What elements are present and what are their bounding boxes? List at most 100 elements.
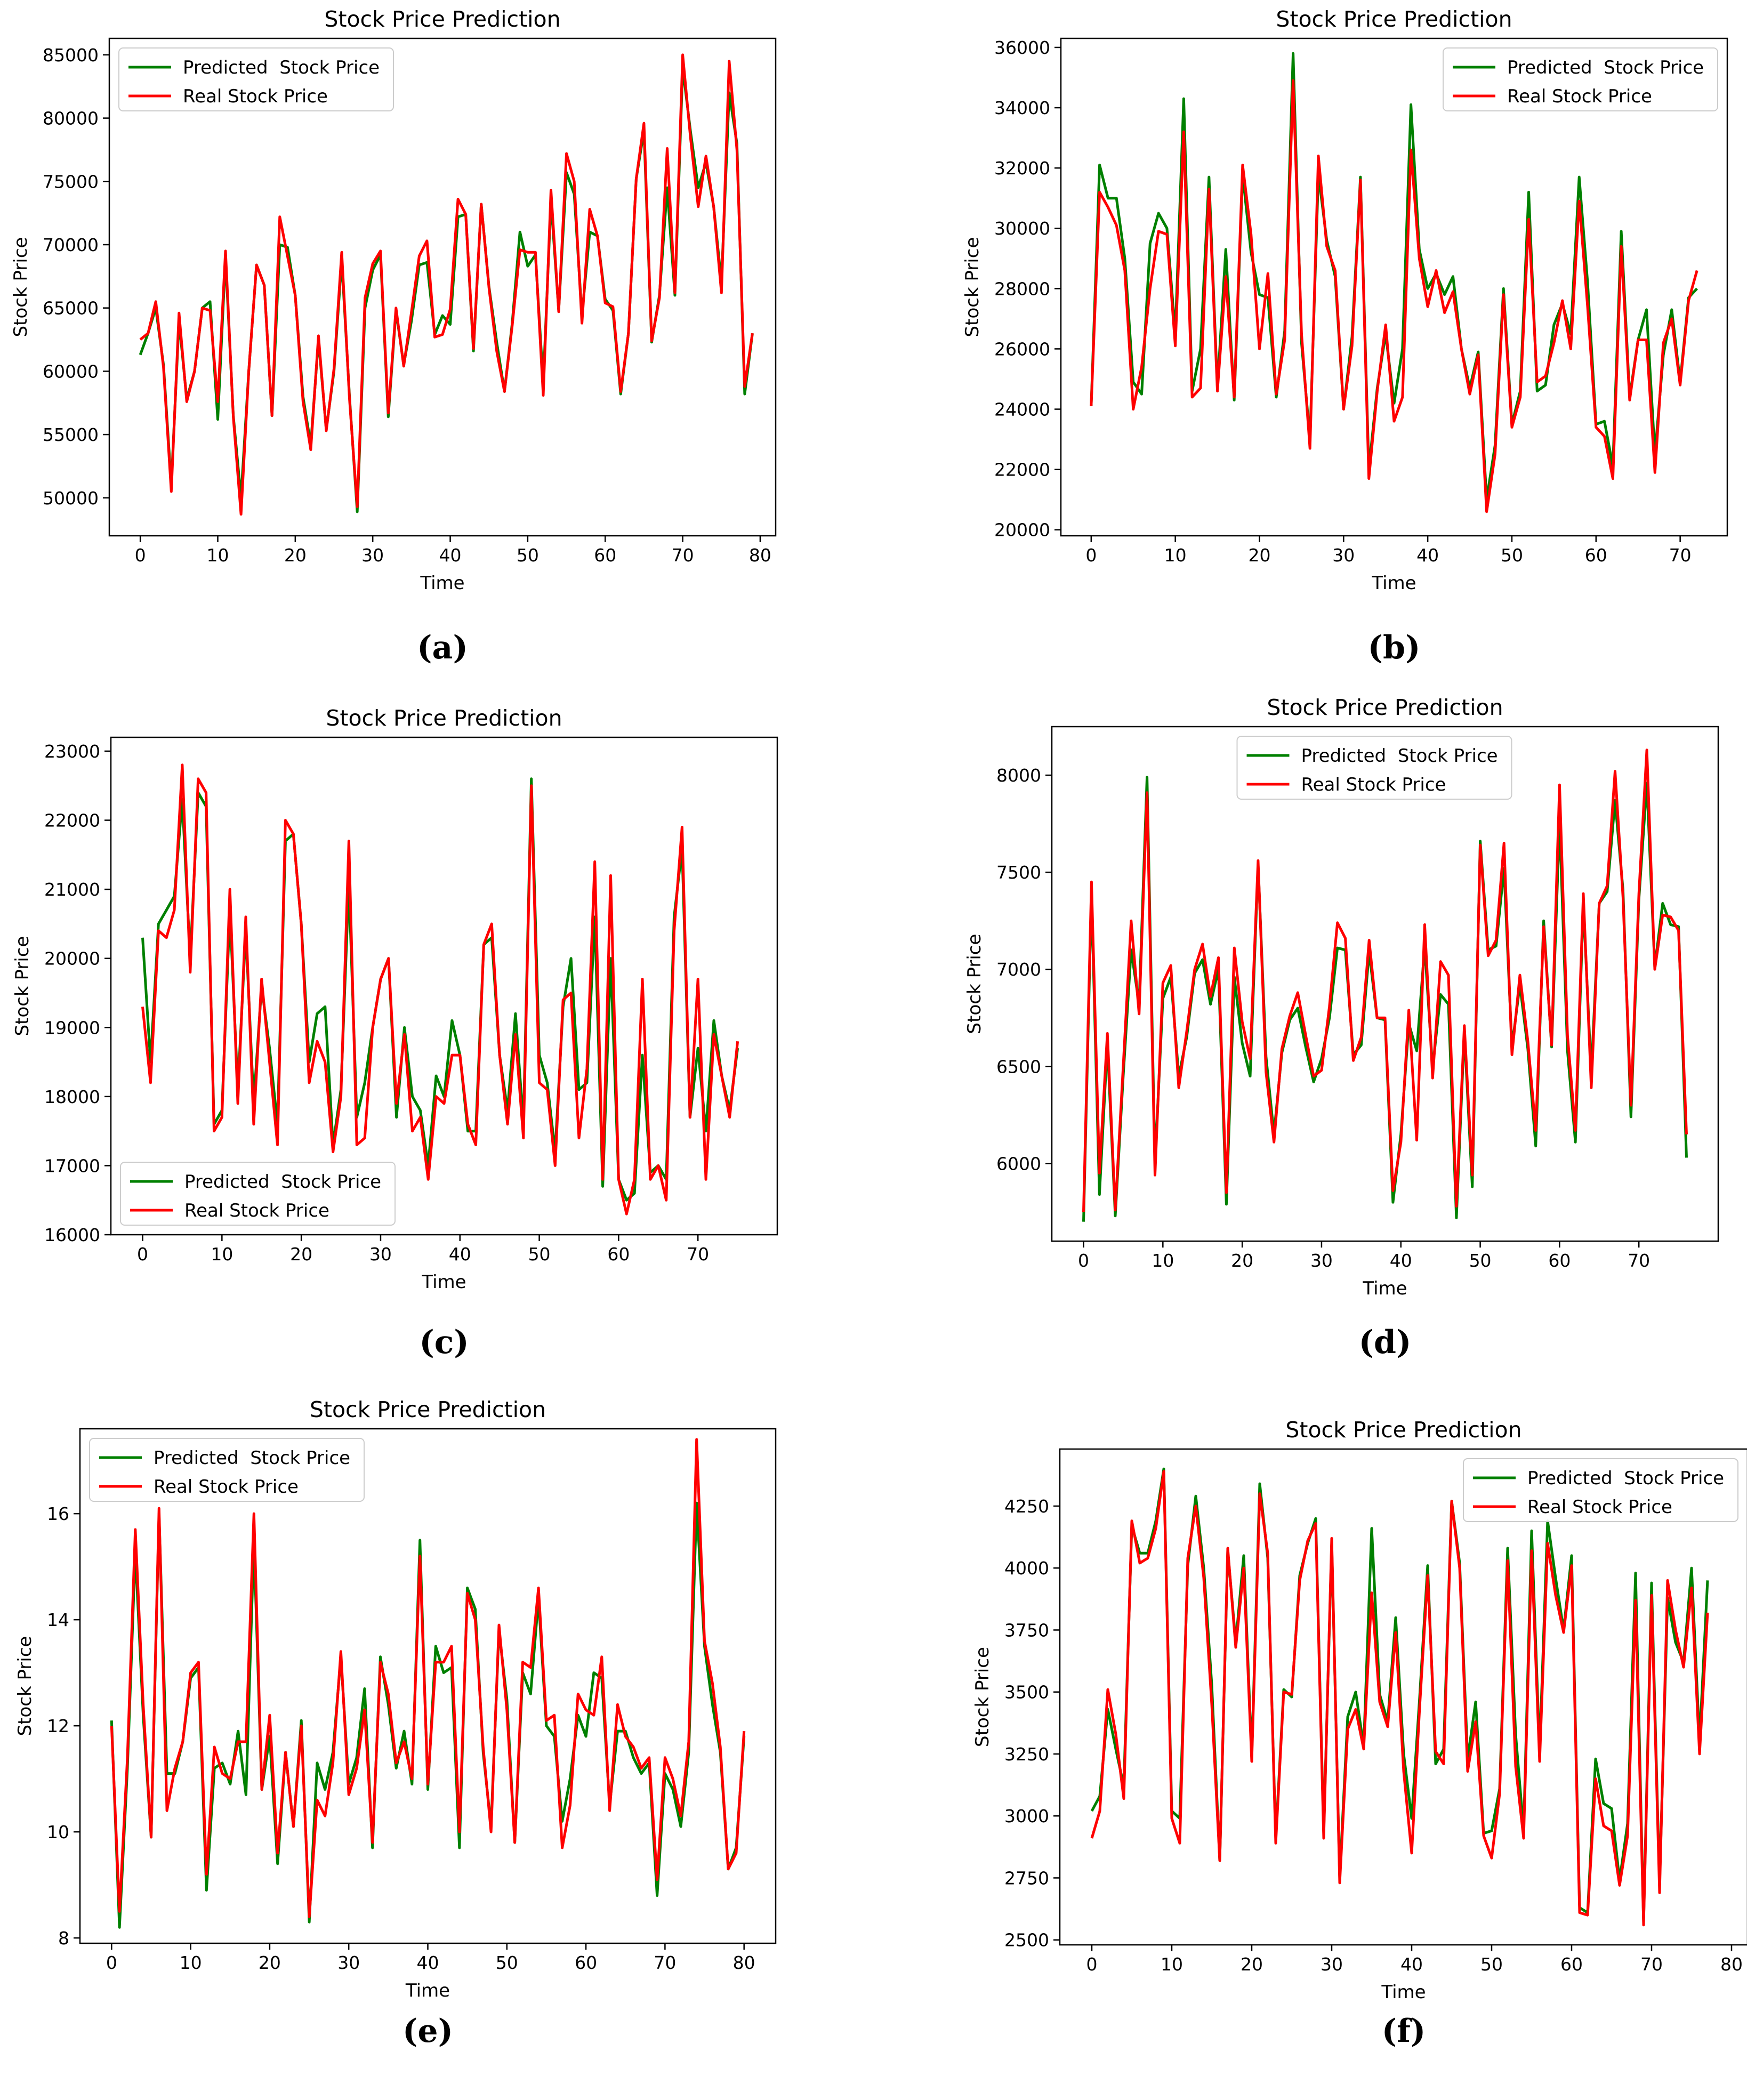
x-tick-label: 10 [211, 1244, 233, 1265]
x-axis-label: Time [421, 1272, 466, 1293]
chart-d: Stock Price Prediction 0 10 20 30 40 50 60 70 600… [964, 695, 1719, 1361]
y-tick-label: 75000 [43, 171, 99, 192]
y-tick-label: 30000 [994, 218, 1050, 239]
y-tick-label: 18000 [44, 1087, 100, 1107]
chart-title: Stock Price Prediction [1285, 1417, 1521, 1443]
chart-title: Stock Price Prediction [326, 705, 562, 731]
y-tick-label: 24000 [994, 399, 1050, 420]
x-tick-label: 40 [1390, 1250, 1412, 1271]
y-tick-label: 17000 [44, 1155, 100, 1176]
x-tick-label: 50 [517, 545, 539, 566]
legend: Predicted Stock Price Real Stock Price [89, 1438, 365, 1502]
x-tick-label: 40 [439, 545, 462, 566]
x-tick-label: 70 [1669, 545, 1692, 566]
x-tick-label: 10 [180, 1952, 202, 1973]
x-tick-label: 20 [1241, 1954, 1263, 1975]
y-tick-label: 34000 [994, 98, 1050, 118]
series-line-real [110, 1438, 746, 1918]
x-tick-label: 50 [1480, 1954, 1503, 1975]
series-line-real [1090, 1470, 1709, 1927]
series-line-predicted [110, 1501, 746, 1929]
x-tick-label: 70 [1640, 1954, 1663, 1975]
plot-frame [79, 1428, 777, 1944]
x-tick-label: 20 [290, 1244, 312, 1265]
subfigure-caption: (a) [417, 629, 468, 666]
x-tick-label: 30 [369, 1244, 392, 1265]
y-tick-label: 4250 [1004, 1496, 1049, 1517]
legend-box [1463, 1458, 1738, 1522]
x-tick-label: 0 [1085, 545, 1097, 566]
x-tick-label: 40 [1416, 545, 1439, 566]
x-tick-label: 50 [528, 1244, 551, 1265]
x-tick-label: 40 [449, 1244, 471, 1265]
subfigure-caption: (e) [402, 2013, 453, 2050]
y-axis-label: Stock Price [14, 1636, 36, 1736]
x-tick-label: 40 [1400, 1954, 1423, 1975]
y-tick-label: 22000 [44, 810, 100, 831]
series-line-predicted [1090, 52, 1698, 501]
y-tick-label: 12 [47, 1716, 69, 1736]
x-axis-label: Time [405, 1980, 450, 2001]
y-tick-label: 2750 [1004, 1868, 1049, 1888]
x-tick-label: 0 [1078, 1250, 1089, 1271]
chart-title: Stock Price Prediction [324, 6, 560, 32]
chart-title: Stock Price Prediction [1267, 695, 1503, 720]
x-tick-label: 0 [135, 545, 146, 566]
y-tick-label: 55000 [43, 424, 99, 445]
legend-box [89, 1438, 365, 1502]
y-tick-label: 85000 [43, 45, 99, 66]
y-tick-label: 50000 [43, 488, 99, 509]
legend-box [1443, 47, 1718, 111]
x-tick-label: 20 [1231, 1250, 1253, 1271]
y-tick-label: 28000 [994, 278, 1050, 299]
y-tick-label: 4000 [1004, 1558, 1049, 1579]
plot-frame [1059, 1448, 1747, 1946]
legend: Predicted Stock Price Real Stock Price [118, 47, 394, 111]
legend: Predicted Stock Price Real Stock Price [1443, 47, 1718, 111]
series-line-real [1090, 79, 1698, 513]
legend-label: Predicted Stock Price [154, 1447, 350, 1469]
x-axis-label: Time [1371, 573, 1416, 594]
legend-label: Predicted Stock Price [183, 57, 380, 78]
x-tick-label: 60 [607, 1244, 630, 1265]
plot-frame [110, 736, 778, 1236]
legend-label: Real Stock Price [1507, 86, 1652, 107]
y-tick-label: 20000 [44, 948, 100, 969]
legend-box [118, 47, 394, 111]
series-line-real [141, 763, 739, 1216]
legend-box [120, 1162, 396, 1226]
plot-frame [1060, 37, 1728, 537]
x-tick-label: 70 [654, 1952, 676, 1973]
legend-label: Predicted Stock Price [1507, 57, 1704, 78]
x-tick-label: 20 [259, 1952, 281, 1973]
y-tick-label: 7000 [996, 959, 1041, 980]
x-axis-label: Time [420, 573, 464, 594]
y-tick-label: 23000 [44, 741, 100, 762]
x-tick-label: 30 [1310, 1250, 1333, 1271]
x-tick-label: 30 [1321, 1954, 1343, 1975]
y-tick-label: 16 [47, 1503, 69, 1524]
chart-title: Stock Price Prediction [310, 1397, 546, 1422]
y-tick-label: 6000 [996, 1153, 1041, 1174]
y-tick-label: 3750 [1004, 1620, 1049, 1640]
y-tick-label: 16000 [44, 1225, 100, 1245]
x-tick-label: 50 [1469, 1250, 1492, 1271]
legend: Predicted Stock Price Real Stock Price [120, 1162, 396, 1226]
x-tick-label: 50 [496, 1952, 518, 1973]
x-tick-label: 0 [1086, 1954, 1098, 1975]
x-tick-label: 80 [749, 545, 771, 566]
y-tick-label: 26000 [994, 339, 1050, 359]
legend-label: Real Stock Price [183, 86, 328, 107]
y-tick-label: 8 [58, 1928, 69, 1949]
x-tick-label: 80 [1720, 1954, 1743, 1975]
subfigure-caption: (c) [419, 1324, 469, 1361]
x-tick-label: 0 [137, 1244, 148, 1265]
chart-title: Stock Price Prediction [1276, 6, 1512, 32]
x-tick-label: 70 [672, 545, 694, 566]
chart-f: Stock Price Prediction 0 10 20 30 40 50 60 70 80 2… [972, 1417, 1747, 2050]
y-tick-label: 70000 [43, 235, 99, 255]
chart-a: Stock Price Prediction 0 10 20 30 40 50 60 70 80 5… [10, 6, 777, 666]
x-tick-label: 10 [1152, 1250, 1174, 1271]
x-tick-label: 70 [687, 1244, 709, 1265]
